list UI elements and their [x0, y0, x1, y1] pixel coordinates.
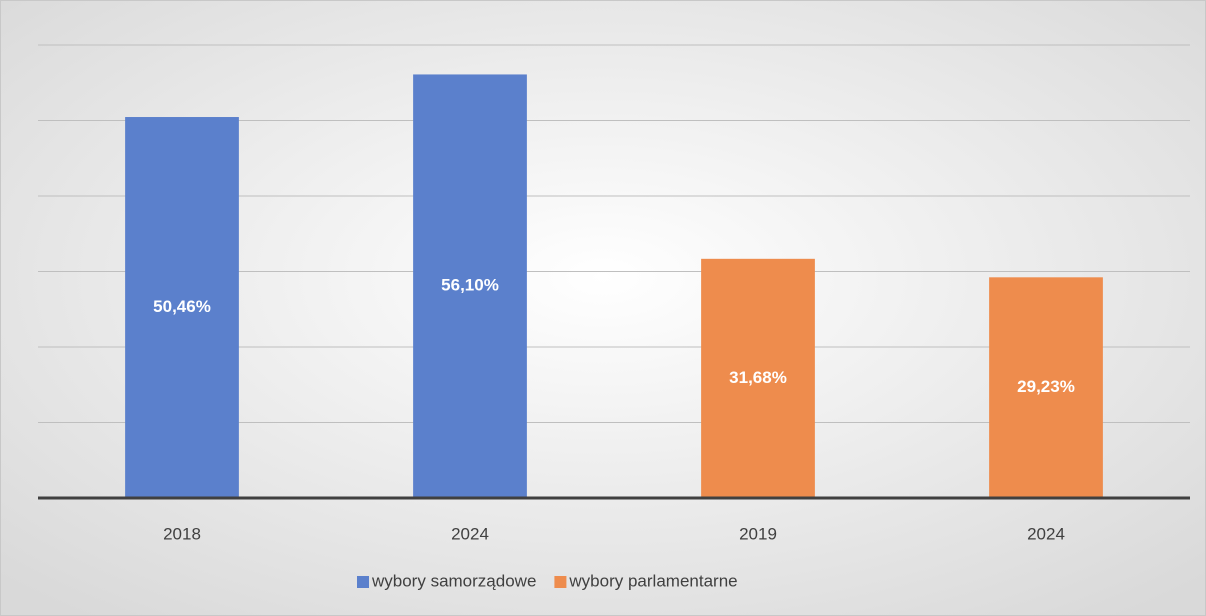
- x-tick-label: 2024: [1027, 524, 1065, 543]
- data-label: 50,46%: [153, 297, 211, 316]
- data-label: 29,23%: [1017, 377, 1075, 396]
- data-label: 31,68%: [729, 368, 787, 387]
- bar: [413, 74, 527, 498]
- bar: [701, 258, 815, 498]
- legend-swatch: [554, 576, 567, 588]
- legend-label: wybory samorządowe: [371, 571, 536, 590]
- legend-swatch: [357, 576, 369, 588]
- bar: [989, 277, 1103, 498]
- bar: [125, 117, 239, 498]
- x-tick-label: 2018: [163, 524, 201, 543]
- x-tick-label: 2024: [451, 524, 489, 543]
- data-label: 56,10%: [441, 276, 499, 295]
- x-tick-label: 2019: [739, 524, 777, 543]
- legend-label: wybory parlamentarne: [568, 571, 737, 590]
